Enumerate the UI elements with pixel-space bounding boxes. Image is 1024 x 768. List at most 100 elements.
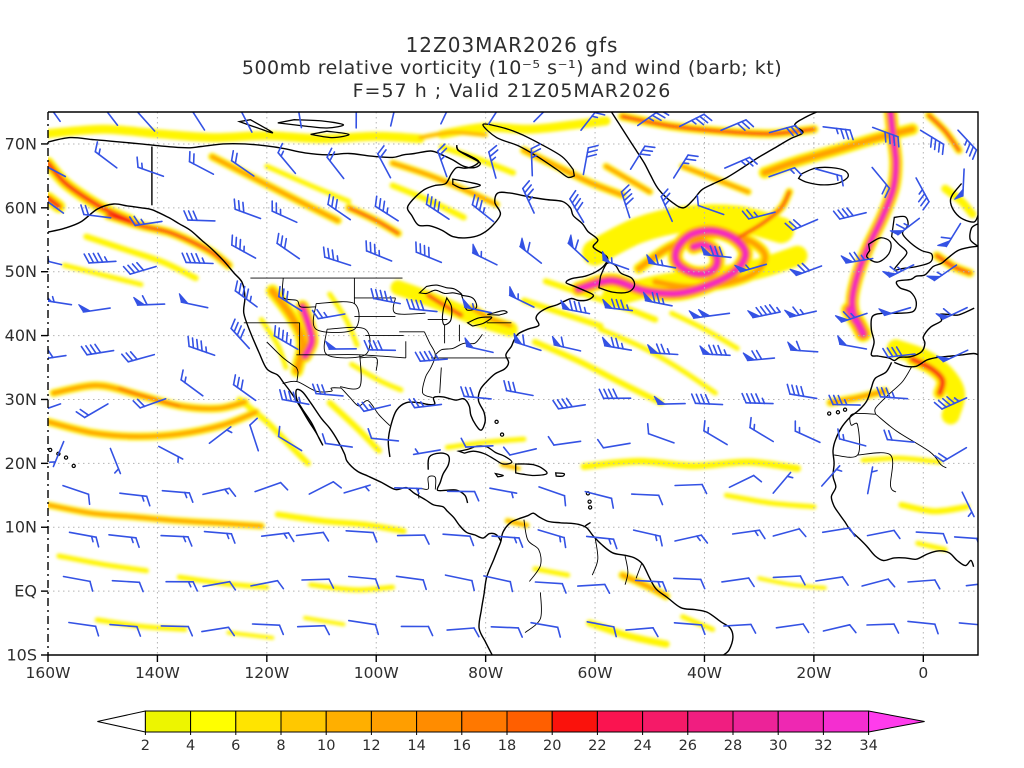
wind-barb xyxy=(569,189,585,223)
vorticity-feature xyxy=(532,566,571,578)
state-border xyxy=(875,413,947,469)
wind-barb xyxy=(471,243,498,266)
vorticity-feature xyxy=(56,553,149,574)
vorticity-feature xyxy=(586,619,670,648)
wind-barb xyxy=(889,217,921,236)
wind-barb xyxy=(646,422,675,444)
coastline xyxy=(830,362,975,568)
wind-barb xyxy=(202,487,237,498)
wind-barb xyxy=(414,350,449,363)
wind-barb xyxy=(324,340,358,350)
wind-barb xyxy=(690,393,724,406)
wind-barb xyxy=(699,344,731,357)
wind-barb xyxy=(935,306,968,321)
wind-barb xyxy=(822,623,857,634)
wind-barb xyxy=(408,397,443,409)
colorbar-label: 6 xyxy=(231,738,240,754)
wind-barb xyxy=(295,531,330,542)
vorticity-feature xyxy=(303,615,346,627)
wind-barb xyxy=(460,386,492,400)
wind-barb xyxy=(446,627,480,638)
wind-barb xyxy=(551,335,582,352)
colorbar-segment xyxy=(732,710,779,733)
state-border xyxy=(282,380,342,393)
wind-barb xyxy=(48,348,67,359)
wind-barb xyxy=(700,245,732,259)
vorticity-feature xyxy=(723,492,817,510)
wind-barb xyxy=(487,144,499,179)
colorbar-segment xyxy=(370,710,418,733)
wind-barb xyxy=(277,142,297,175)
colorbar-segment xyxy=(596,710,644,733)
wind-barb xyxy=(202,580,237,591)
colorbar-segment xyxy=(235,710,282,733)
wind-barb xyxy=(688,308,731,319)
wind-barb xyxy=(490,625,524,638)
wind-barb xyxy=(786,383,818,400)
vorticity-feature xyxy=(669,310,740,351)
wind-barb xyxy=(866,623,900,634)
colorbar-segment xyxy=(280,710,327,733)
wind-barb xyxy=(741,392,774,405)
wind-barb xyxy=(871,166,891,199)
colorbar-segment xyxy=(822,710,870,733)
wind-barb xyxy=(508,286,535,308)
state-border xyxy=(524,592,542,633)
island xyxy=(482,123,576,179)
y-axis-label: 40N xyxy=(5,326,37,345)
wind-barb xyxy=(444,574,476,592)
vorticity-feature xyxy=(437,116,611,139)
wind-barb xyxy=(231,234,257,259)
wind-barb xyxy=(136,156,165,178)
coastline xyxy=(949,183,978,223)
wind-barb xyxy=(234,280,258,308)
state-border xyxy=(857,452,897,493)
wind-barb xyxy=(367,427,400,442)
wind-barb xyxy=(596,438,631,449)
wind-barb xyxy=(326,147,345,180)
wind-barb xyxy=(160,625,194,637)
y-axis-label: 50N xyxy=(5,262,37,281)
colorbar-label: 10 xyxy=(317,738,335,754)
wind-barb xyxy=(937,222,962,248)
colorbar-segment xyxy=(461,710,508,733)
wind-barb xyxy=(601,250,630,271)
wind-barb xyxy=(672,154,699,179)
wind-barb xyxy=(405,298,438,313)
wind-barb xyxy=(723,156,758,169)
wind-barb xyxy=(741,209,776,220)
wind-barb xyxy=(915,177,930,211)
wind-barb xyxy=(94,141,118,169)
wind-barb xyxy=(363,339,397,352)
vorticity-feature xyxy=(390,161,499,207)
vorticity-feature xyxy=(580,457,801,472)
state-border xyxy=(312,301,360,333)
y-axis-label: 10N xyxy=(5,518,37,537)
colorbar-label: 14 xyxy=(407,738,425,754)
wind-barb xyxy=(789,262,823,277)
colorbar-segment xyxy=(777,710,824,733)
lake xyxy=(487,310,508,316)
coastline xyxy=(387,145,609,458)
wind-barb xyxy=(109,623,142,637)
island-dot xyxy=(494,419,499,425)
wind-barb xyxy=(491,535,524,549)
vorticity-feature xyxy=(757,576,827,590)
x-axis-label: 160W xyxy=(26,664,71,682)
wind-barb xyxy=(62,484,91,506)
wind-barb xyxy=(311,308,346,320)
wind-barb xyxy=(749,416,775,443)
wind-barb xyxy=(625,626,659,638)
wind-barb xyxy=(260,532,295,543)
vorticity-feature xyxy=(860,455,943,465)
colorbar-segment xyxy=(687,710,734,733)
wind-barb xyxy=(647,343,679,356)
wind-barb xyxy=(721,577,755,588)
wind-barb xyxy=(311,383,344,397)
wind-barb xyxy=(747,304,782,319)
wind-barb xyxy=(723,623,757,634)
x-axis-label: 100W xyxy=(354,664,399,682)
wind-barb xyxy=(122,261,157,275)
wind-barb xyxy=(365,240,393,262)
wind-barb xyxy=(560,299,591,315)
